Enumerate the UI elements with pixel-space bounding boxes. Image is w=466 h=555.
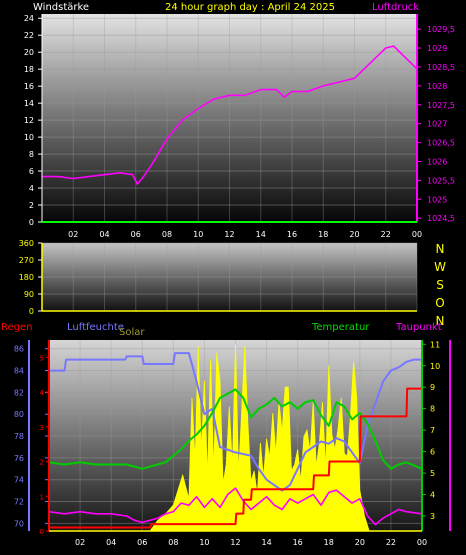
compass-label: N [436, 314, 445, 328]
y-tick-label-direction: 90 [24, 290, 34, 299]
y-tick-label-wind: 20 [24, 48, 34, 57]
y-tick-label-pressure: 1026 [427, 157, 447, 166]
y-tick-label-wind: 22 [24, 31, 34, 40]
y-tick-label-temperature: 4 [430, 491, 435, 500]
y-tick-label-humidity: 74 [14, 476, 24, 485]
y-tick-label-pressure: 1028,5 [427, 63, 455, 72]
x-tick-label: 18 [318, 230, 328, 239]
y-tick-label-wind: 2 [29, 201, 34, 210]
x-tick-label: 18 [324, 538, 334, 547]
y-tick-label-humidity: 72 [14, 498, 24, 507]
direction-panel-background [42, 243, 417, 311]
y-tick-label-temperature: 5 [430, 469, 435, 478]
y-tick-label-humidity: 80 [14, 410, 24, 419]
y-tick-label-pressure: 1029,5 [427, 25, 455, 34]
x-tick-label: 22 [386, 538, 396, 547]
y-tick-label-temperature: 3 [430, 512, 435, 521]
y-tick-label-rain: 4 [40, 389, 45, 397]
dewpoint-label: Taupunkt [395, 322, 442, 333]
wind-axis-label: Windstärke [33, 2, 89, 13]
y-tick-label-pressure: 1028 [427, 82, 447, 91]
pressure-axis-label: Luftdruck [372, 2, 419, 13]
compass-label: S [436, 278, 444, 292]
compass-label: W [434, 260, 446, 274]
x-tick-label: 20 [349, 230, 359, 239]
x-tick-label: 16 [293, 538, 303, 547]
pressure-panel-background [42, 14, 417, 222]
y-tick-label-direction: 180 [19, 273, 34, 282]
y-tick-label-rain: 3 [40, 424, 44, 432]
humidity-line [49, 352, 422, 492]
rain-label: Regen [1, 322, 33, 333]
x-tick-label: 02 [75, 538, 85, 547]
y-tick-label-humidity: 86 [14, 345, 24, 354]
compass-label: O [435, 296, 444, 310]
y-tick-label-humidity: 78 [14, 432, 24, 441]
y-tick-label-temperature: 6 [430, 448, 435, 457]
y-tick-label-wind: 18 [24, 65, 34, 74]
x-tick-label: 20 [355, 538, 365, 547]
pressure-line [42, 45, 418, 185]
y-tick-label-pressure: 1024,5 [427, 214, 455, 223]
y-tick-label-rain: 1 [40, 493, 44, 501]
dewpoint-line [48, 487, 423, 526]
y-tick-label-temperature: 8 [430, 405, 435, 414]
y-tick-label-wind: 12 [24, 116, 34, 125]
axes: 2422201816141210864201029,510291028,5102… [14, 14, 455, 547]
y-tick-label-temperature: 9 [430, 383, 435, 392]
y-tick-label-wind: 8 [29, 150, 34, 159]
chart-title: 24 hour graph day : April 24 2025 [165, 2, 335, 13]
y-tick-label-wind: 16 [24, 82, 34, 91]
x-tick-label: 08 [168, 538, 178, 547]
x-tick-label: 00 [417, 538, 427, 547]
y-tick-label-temperature: 10 [430, 362, 440, 371]
x-tick-label: 00 [412, 230, 422, 239]
y-tick-label-pressure: 1025,5 [427, 176, 455, 185]
y-tick-label-direction: 0 [29, 307, 34, 316]
y-tick-label-rain: 5 [40, 354, 44, 362]
y-tick-label-wind: 10 [24, 133, 34, 142]
y-tick-label-pressure: 1027 [427, 120, 447, 129]
y-tick-label-humidity: 76 [14, 454, 24, 463]
y-tick-label-humidity: 70 [14, 519, 24, 528]
compass-label: N [436, 242, 445, 256]
y-tick-label-wind: 24 [24, 14, 34, 23]
y-tick-label-pressure: 1029 [427, 44, 447, 53]
y-tick-label-temperature: 11 [430, 340, 440, 349]
y-tick-label-direction: 270 [19, 256, 34, 265]
y-tick-label-pressure: 1026,5 [427, 139, 455, 148]
y-tick-label-pressure: 1025 [427, 195, 447, 204]
x-tick-label: 12 [230, 538, 240, 547]
y-tick-label-rain: 0 [40, 528, 44, 536]
x-tick-label: 08 [162, 230, 172, 239]
humidity-label: Luftfeuchte [67, 322, 124, 333]
y-tick-label-wind: 14 [24, 99, 34, 108]
temperature-label: Temperatur [311, 322, 370, 333]
x-tick-label: 12 [224, 230, 234, 239]
y-tick-label-direction: 360 [19, 239, 34, 248]
y-tick-label-humidity: 82 [14, 388, 24, 397]
x-tick-label: 04 [99, 230, 109, 239]
y-tick-label-pressure: 1027,5 [427, 101, 455, 110]
y-tick-label-wind: 0 [29, 218, 34, 227]
x-tick-label: 14 [256, 230, 266, 239]
x-tick-label: 10 [193, 230, 203, 239]
x-tick-label: 02 [68, 230, 78, 239]
y-tick-label-wind: 6 [29, 167, 34, 176]
x-tick-label: 14 [261, 538, 271, 547]
solar-label: Solar [119, 327, 145, 338]
x-tick-label: 04 [106, 538, 116, 547]
temperature-line [48, 388, 423, 470]
y-tick-label-humidity: 84 [14, 367, 24, 376]
x-tick-label: 06 [131, 230, 141, 239]
y-tick-label-wind: 4 [29, 184, 34, 193]
x-tick-label: 10 [199, 538, 209, 547]
y-tick-label-temperature: 7 [430, 426, 435, 435]
x-tick-label: 06 [137, 538, 147, 547]
x-tick-label: 22 [381, 230, 391, 239]
rain-line [49, 387, 422, 529]
y-tick-label-rain: 2 [40, 459, 44, 467]
x-tick-label: 16 [287, 230, 297, 239]
